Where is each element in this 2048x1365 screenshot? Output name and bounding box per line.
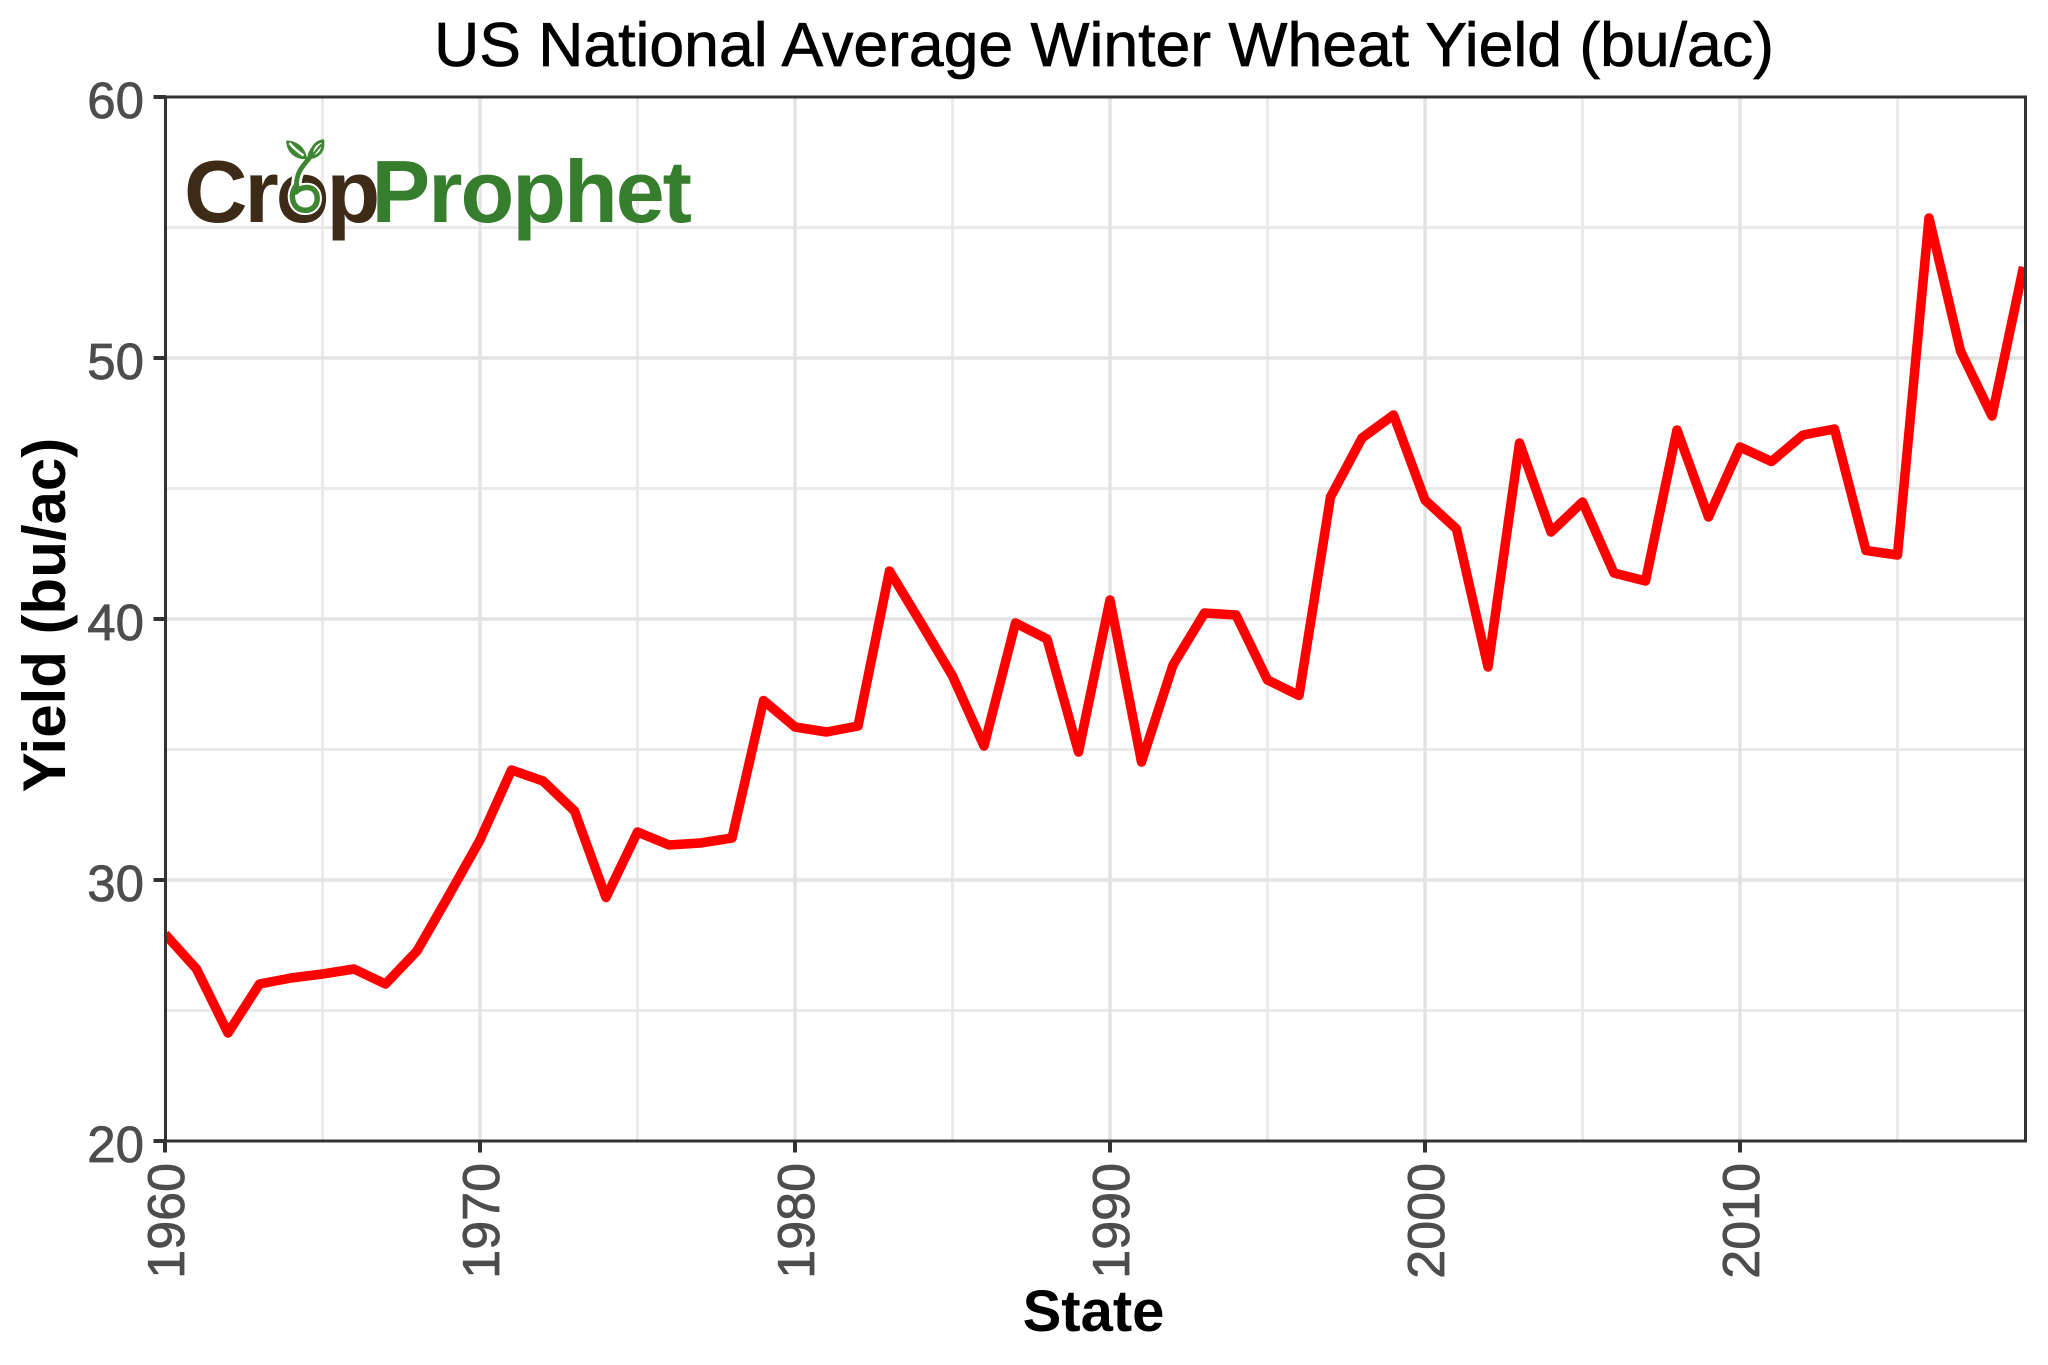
svg-text:2000: 2000 — [1398, 1163, 1456, 1279]
svg-text:State: State — [1023, 1279, 1165, 1344]
svg-text:30: 30 — [87, 855, 144, 912]
svg-text:Prophet: Prophet — [372, 142, 692, 241]
svg-text:US National Average Winter Whe: US National Average Winter Wheat Yield (… — [434, 10, 1774, 80]
svg-text:1970: 1970 — [453, 1163, 511, 1279]
svg-text:40: 40 — [87, 594, 144, 651]
svg-text:20: 20 — [87, 1116, 144, 1173]
svg-text:2010: 2010 — [1713, 1163, 1771, 1279]
svg-text:1990: 1990 — [1083, 1163, 1141, 1279]
svg-text:Yield (bu/ac): Yield (bu/ac) — [11, 438, 78, 793]
svg-text:1980: 1980 — [768, 1163, 826, 1279]
svg-text:1960: 1960 — [138, 1163, 196, 1279]
svg-text:50: 50 — [87, 333, 144, 390]
svg-text:Crop: Crop — [184, 142, 378, 241]
svg-text:60: 60 — [87, 72, 144, 129]
